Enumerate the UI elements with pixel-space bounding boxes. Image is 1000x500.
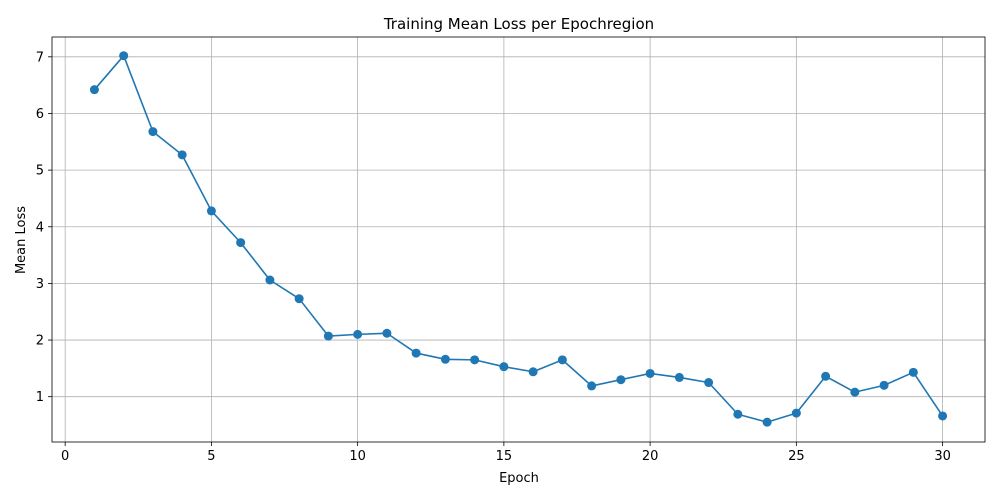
x-tick-label: 0 — [61, 449, 69, 464]
data-point — [294, 294, 304, 304]
data-point — [353, 329, 363, 339]
y-axis-title: Mean Loss — [14, 206, 29, 274]
grid-lines — [52, 37, 985, 442]
plot-frame — [51, 36, 986, 443]
data-point — [411, 348, 421, 358]
data-point — [704, 378, 714, 388]
x-tick-label: 10 — [349, 449, 366, 464]
data-point — [236, 238, 246, 248]
data-point — [440, 354, 450, 364]
data-point — [265, 275, 275, 285]
y-tick-label: 3 — [36, 277, 44, 292]
data-point — [821, 371, 831, 381]
data-point — [470, 355, 480, 365]
x-tick-label: 30 — [934, 449, 951, 464]
data-point — [89, 85, 99, 95]
data-point — [908, 367, 918, 377]
data-point — [557, 355, 567, 365]
chart-title: Training Mean Loss per Epochregion — [383, 15, 654, 33]
data-point — [382, 328, 392, 338]
x-tick-label: 5 — [207, 449, 215, 464]
data-point — [938, 411, 948, 421]
data-point — [148, 127, 158, 137]
data-point — [528, 367, 538, 377]
data-point — [674, 372, 684, 382]
x-tick-label: 15 — [496, 449, 513, 464]
x-axis-title: Epoch — [499, 471, 539, 486]
data-point — [587, 381, 597, 391]
x-tick-label: 25 — [788, 449, 805, 464]
data-point — [206, 206, 216, 216]
data-point — [879, 380, 889, 390]
series-line — [93, 54, 944, 423]
data-point — [177, 150, 187, 160]
y-tick-label: 6 — [36, 107, 44, 122]
y-axis-ticks: 1 2 3 4 5 6 7 — [36, 50, 52, 405]
y-tick-label: 2 — [36, 334, 44, 349]
data-point — [733, 409, 743, 419]
y-tick-label: 1 — [36, 390, 44, 405]
data-point — [850, 387, 860, 397]
y-tick-label: 4 — [36, 220, 44, 235]
data-point — [119, 51, 129, 61]
data-point — [645, 368, 655, 378]
axes — [51, 36, 986, 443]
data-point — [791, 408, 801, 418]
data-point — [323, 331, 333, 341]
y-tick-label: 7 — [36, 50, 44, 65]
series-layer — [89, 51, 948, 427]
x-axis-ticks: 0 5 10 15 20 25 30 — [61, 442, 951, 464]
data-point — [499, 362, 509, 372]
y-tick-label: 5 — [36, 164, 44, 179]
data-point — [616, 375, 626, 385]
data-point — [762, 417, 772, 427]
x-tick-label: 20 — [642, 449, 659, 464]
